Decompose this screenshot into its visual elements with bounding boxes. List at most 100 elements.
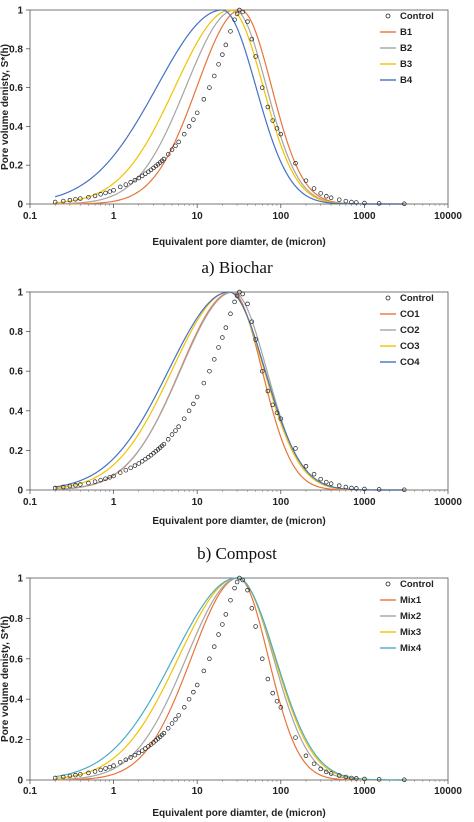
control-point xyxy=(186,696,192,702)
series-line-co2 xyxy=(55,291,405,491)
x-tick-label: 1 xyxy=(111,211,117,222)
control-point xyxy=(103,766,108,771)
control-point xyxy=(274,410,280,416)
control-point xyxy=(362,200,367,206)
control-point xyxy=(139,748,145,753)
x-tick-label: 1000 xyxy=(353,786,376,797)
y-tick-label: 0.2 xyxy=(9,161,23,172)
control-point xyxy=(186,408,192,414)
control-point xyxy=(86,770,91,776)
control-point xyxy=(212,73,217,79)
control-point xyxy=(253,54,258,59)
control-point xyxy=(132,752,138,758)
x-tick-label: 10 xyxy=(192,211,204,222)
control-point xyxy=(265,388,271,394)
legend-label-control: Control xyxy=(400,293,434,304)
control-point xyxy=(136,750,142,756)
control-point xyxy=(228,29,233,34)
control-point xyxy=(220,335,225,340)
control-point xyxy=(245,587,250,593)
control-point xyxy=(165,726,171,731)
control-point xyxy=(182,416,187,421)
control-point xyxy=(237,7,242,13)
y-tick-label: 0.4 xyxy=(9,122,23,133)
control-point xyxy=(318,191,323,196)
legend-label-co3: CO3 xyxy=(400,341,420,352)
x-axis-label: Equivalent pore diamter, de (micron) xyxy=(152,516,325,527)
control-point xyxy=(176,139,181,145)
control-point xyxy=(303,463,309,469)
control-point xyxy=(223,42,229,48)
control-point xyxy=(148,452,154,458)
control-point xyxy=(207,85,212,90)
control-point xyxy=(117,470,123,475)
y-tick-label: 0.4 xyxy=(9,406,23,417)
series-line-co4 xyxy=(55,291,405,491)
control-point xyxy=(194,394,200,400)
control-point xyxy=(132,463,138,468)
control-point xyxy=(362,486,367,492)
legend-label-co1: CO1 xyxy=(400,309,420,320)
control-point xyxy=(223,612,229,617)
control-point xyxy=(128,180,133,185)
control-point xyxy=(98,192,103,197)
y-axis-label: Pore volume denisty, S*(h) xyxy=(0,44,11,170)
control-point xyxy=(249,36,255,42)
x-tick-label: 0.1 xyxy=(23,497,37,508)
control-point xyxy=(237,289,242,295)
x-tick-label: 10000 xyxy=(434,786,462,797)
plot-frame xyxy=(29,291,449,491)
control-point xyxy=(324,193,329,199)
x-tick-label: 100 xyxy=(272,497,289,508)
control-point xyxy=(176,424,181,429)
x-tick-label: 10 xyxy=(192,497,204,508)
control-point xyxy=(216,62,221,67)
y-tick-label: 0.6 xyxy=(9,654,23,665)
y-tick-label: 0.6 xyxy=(9,367,23,378)
control-point xyxy=(191,401,196,407)
control-point xyxy=(161,730,167,736)
control-point xyxy=(52,199,58,205)
control-point xyxy=(343,484,349,490)
control-point xyxy=(92,769,98,774)
legend-label-b4: B4 xyxy=(400,75,413,86)
control-point xyxy=(349,199,354,205)
control-point xyxy=(354,776,359,781)
control-point xyxy=(249,319,255,324)
control-point xyxy=(376,487,382,492)
control-point xyxy=(265,676,271,682)
series-line-b3 xyxy=(55,9,405,205)
control-point xyxy=(318,476,323,482)
chart-panel-compost: 0.1 1 10 100 1000 10000 0 0.2 0.4 0.6 0.8 1 Equivale… xyxy=(0,283,474,545)
y-tick-label: 0 xyxy=(17,486,23,497)
chart-panel-biochar: 0.1 1 10 100 1000 10000 0 0.2 0.4 0.6 0.8 1 Equivale… xyxy=(0,0,474,258)
control-point xyxy=(132,177,138,183)
control-point xyxy=(194,682,200,688)
control-point xyxy=(220,52,225,57)
control-point xyxy=(73,482,78,488)
control-point xyxy=(234,579,240,585)
legend-marker-control xyxy=(385,295,391,301)
control-point xyxy=(123,757,129,763)
control-point xyxy=(128,755,133,760)
control-point xyxy=(232,299,237,305)
x-axis-label: Equivalent pore diamter, de (micron) xyxy=(152,237,325,248)
control-point xyxy=(232,585,237,591)
control-point xyxy=(260,656,265,662)
control-point xyxy=(111,473,116,479)
y-tick-label: 1 xyxy=(17,6,23,17)
control-point xyxy=(228,597,233,603)
control-point xyxy=(240,291,245,297)
control-point xyxy=(182,705,187,710)
control-point xyxy=(61,198,66,204)
control-point xyxy=(293,446,298,451)
control-point xyxy=(232,17,237,22)
control-point xyxy=(107,764,113,770)
control-point xyxy=(173,428,178,433)
control-point xyxy=(182,131,187,137)
control-point xyxy=(324,479,329,485)
x-tick-label: 0.1 xyxy=(23,211,37,222)
control-point xyxy=(103,476,108,481)
control-point xyxy=(201,96,207,102)
control-point xyxy=(311,186,317,191)
